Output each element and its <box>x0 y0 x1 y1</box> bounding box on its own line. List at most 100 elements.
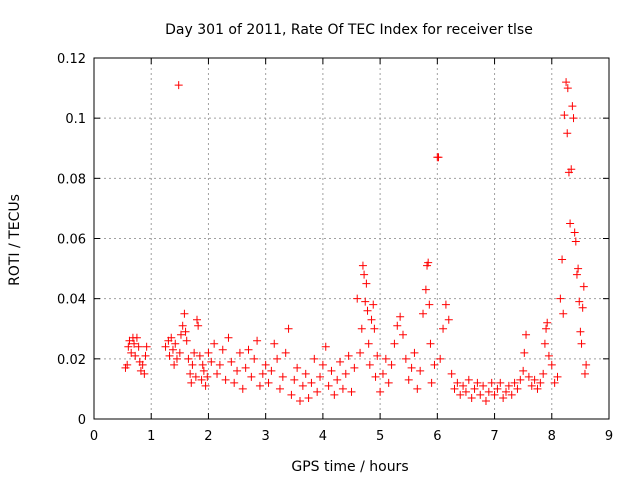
data-point <box>278 372 287 381</box>
data-point <box>364 339 373 348</box>
data-point <box>338 384 347 393</box>
data-point <box>267 366 276 375</box>
data-point <box>484 387 493 396</box>
data-point <box>577 339 586 348</box>
data-point <box>510 378 519 387</box>
data-point <box>527 381 536 390</box>
data-point <box>344 351 353 360</box>
data-point <box>369 300 378 309</box>
data-point <box>543 318 552 327</box>
data-point <box>168 345 177 354</box>
data-point <box>296 396 304 405</box>
data-point <box>425 300 434 309</box>
x-tick-label: 0 <box>90 429 98 444</box>
axis-ticks: 0 1 2 3 4 5 6 7 8 9 0 0.02 0.04 0.06 0.08 0.1 0.12 <box>57 52 613 444</box>
data-point <box>188 360 197 369</box>
data-point <box>307 378 316 387</box>
data-point <box>247 372 256 381</box>
data-point <box>456 390 465 399</box>
data-point <box>536 378 545 387</box>
data-point <box>130 339 139 348</box>
data-point <box>193 315 201 324</box>
data-point <box>371 372 380 381</box>
data-point <box>132 333 141 342</box>
data-point <box>161 342 170 351</box>
data-point <box>522 330 531 339</box>
data-point <box>233 366 242 375</box>
x-tick-label: 4 <box>319 429 327 444</box>
data-point <box>182 336 191 345</box>
gridlines <box>94 58 609 419</box>
x-tick-label: 9 <box>605 429 613 444</box>
data-point <box>571 237 580 246</box>
data-point <box>301 369 310 378</box>
data-point <box>191 372 200 381</box>
data-point <box>579 282 588 291</box>
data-point <box>580 369 589 378</box>
data-point <box>578 303 587 312</box>
data-point <box>333 375 342 384</box>
data-point <box>310 354 319 363</box>
x-tick-label: 8 <box>548 429 556 444</box>
data-point <box>570 228 579 237</box>
data-point <box>165 351 174 360</box>
data-point <box>490 390 499 399</box>
data-point <box>230 378 239 387</box>
data-point <box>238 384 247 393</box>
data-point <box>227 357 236 366</box>
data-point <box>127 348 136 357</box>
data-point <box>396 312 405 321</box>
y-tick-label: 0 <box>78 413 86 428</box>
data-point <box>453 378 462 387</box>
data-point <box>502 387 510 396</box>
data-point <box>559 309 568 318</box>
data-point <box>381 354 390 363</box>
data-point <box>576 327 585 336</box>
data-point <box>362 279 371 288</box>
data-point <box>187 378 196 387</box>
y-tick-label: 0.08 <box>57 172 86 187</box>
data-point <box>356 348 365 357</box>
data-point <box>413 384 422 393</box>
data-point <box>393 321 402 330</box>
data-point <box>496 378 505 387</box>
x-tick-label: 1 <box>147 429 155 444</box>
data-point <box>174 81 183 90</box>
data-point <box>172 354 181 363</box>
data-point <box>235 348 244 357</box>
data-point <box>582 360 591 369</box>
data-point <box>473 378 482 387</box>
data-point <box>504 381 513 390</box>
data-point <box>140 369 149 378</box>
data-point <box>330 390 339 399</box>
data-point <box>487 378 496 387</box>
data-point <box>255 381 264 390</box>
data-point <box>365 360 374 369</box>
data-point <box>298 381 307 390</box>
data-point <box>201 381 210 390</box>
data-point <box>439 324 448 333</box>
data-point <box>350 363 359 372</box>
data-point <box>574 264 583 273</box>
data-point <box>213 369 222 378</box>
data-point <box>481 396 490 405</box>
data-point <box>450 384 459 393</box>
data-point <box>293 363 302 372</box>
data-point <box>493 384 502 393</box>
data-point <box>553 372 562 381</box>
data-point <box>360 270 369 279</box>
data-point <box>426 339 435 348</box>
data-point <box>316 372 325 381</box>
data-point <box>569 114 578 123</box>
data-point <box>244 345 253 354</box>
data-point <box>361 297 370 306</box>
data-point <box>321 342 330 351</box>
data-point <box>197 375 206 384</box>
data-point <box>290 375 299 384</box>
data-point <box>427 378 436 387</box>
data-point <box>281 348 290 357</box>
data-point <box>181 327 190 336</box>
data-point <box>563 129 572 138</box>
y-tick-label: 0.12 <box>57 52 86 67</box>
